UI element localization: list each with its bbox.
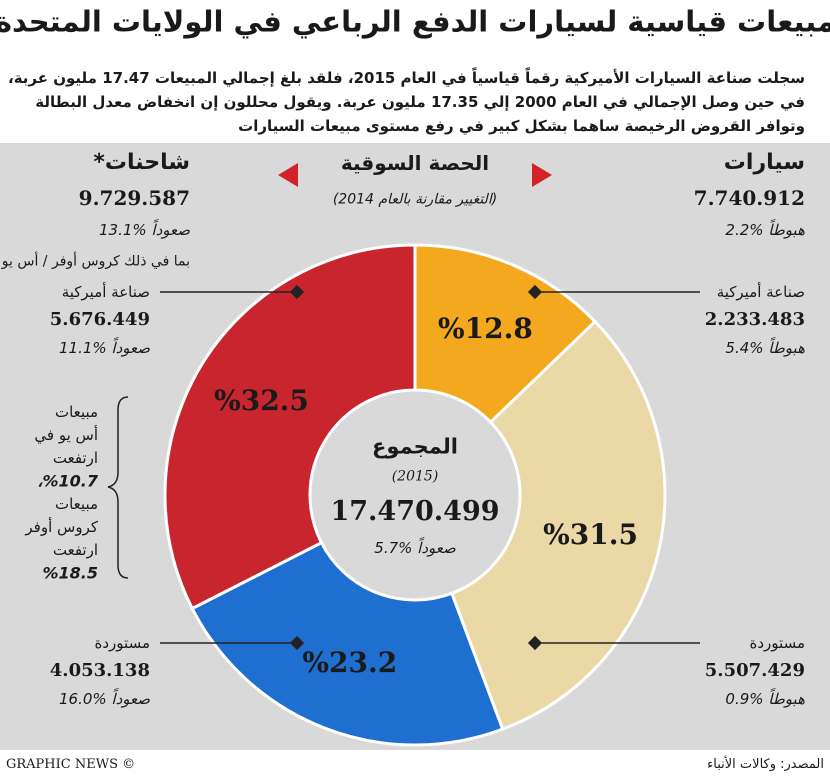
arrow-left (278, 163, 298, 187)
donut-segment (413, 243, 598, 425)
center-label: المجموع (372, 434, 458, 459)
source: المصدر: وكالات الأنباء (707, 757, 824, 773)
group-change: هبوطاً %2.2 (725, 221, 805, 239)
title: مبيعات قياسية لسيارات الدفع الرباعي في ا… (0, 4, 830, 39)
callout-marker (289, 635, 305, 651)
side-note: ارتفعت (52, 541, 98, 559)
side-note: %18.5 (42, 563, 98, 583)
subtitle: وتوافر القروض الرخيصة ساهما بشكل كبير في… (238, 117, 805, 135)
group-change: صعوداً %13.1 (99, 221, 190, 239)
share-title: الحصة السوقية (340, 151, 490, 175)
group-name: سيارات (723, 149, 805, 175)
segment-category: صناعة أميركية (61, 283, 150, 301)
segment-total: 5.507.429 (704, 660, 805, 682)
segment-total: 2.233.483 (704, 309, 805, 331)
segment-label: %12.8 (438, 312, 533, 346)
group-note: بما في ذلك كروس أوفر / أس يو في (0, 253, 190, 270)
segment-total: 4.053.138 (49, 660, 150, 682)
side-note: %10.7، (37, 471, 98, 491)
side-note: ارتفعت (52, 449, 98, 467)
credit: © GRAPHIC NEWS (6, 757, 136, 773)
group-name: شاحنات* (93, 149, 190, 175)
segment-category: مستوردة (749, 634, 805, 652)
side-note: مبيعات (54, 403, 98, 421)
segment-category: مستوردة (94, 634, 150, 652)
subtitle: سجلت صناعة السيارات الأميركية رقماً قياس… (8, 69, 805, 87)
segment-label: %23.2 (302, 645, 398, 679)
center-change: صعوداً %5.7 (374, 539, 456, 557)
segment-change: صعوداً %16.0 (59, 690, 150, 708)
side-note: أس يو في (34, 426, 98, 444)
brace (107, 396, 129, 579)
donut-segment (449, 319, 667, 732)
group-total: 7.740.912 (693, 186, 805, 210)
segment-total: 5.676.449 (49, 309, 150, 331)
group-total: 9.729.587 (78, 186, 190, 210)
share-note: (التغيير مقارنة بالعام 2014) (332, 191, 498, 208)
center-total: 17.470.499 (330, 495, 500, 527)
subtitle: في حين وصل الإجمالي في العام 2000 إلي 17… (35, 93, 805, 111)
callout-marker (527, 284, 543, 300)
segment-change: هبوطاً %5.4 (725, 339, 805, 357)
callout-marker (527, 635, 543, 651)
segment-change: هبوطاً %0.9 (725, 690, 805, 708)
segment-change: صعوداً %11.1 (59, 339, 150, 357)
side-note: مبيعات (54, 495, 98, 513)
callout-marker (289, 284, 305, 300)
donut-segment (163, 243, 417, 611)
side-note: كروس أوفر (25, 518, 98, 536)
arrow-right (532, 163, 552, 187)
center-year: (2015) (391, 468, 439, 485)
segment-label: %31.5 (543, 518, 638, 552)
segment-category: صناعة أميركية (716, 283, 805, 301)
segment-label: %32.5 (214, 384, 309, 418)
donut-segment (190, 540, 505, 747)
